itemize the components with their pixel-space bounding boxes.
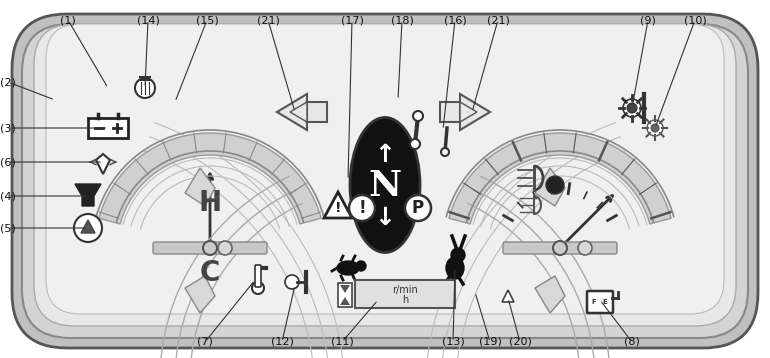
Text: r/min: r/min [392, 285, 418, 295]
Circle shape [627, 103, 637, 113]
Polygon shape [340, 297, 350, 305]
Polygon shape [185, 276, 215, 313]
Text: !: ! [358, 199, 366, 217]
Text: !: ! [335, 201, 341, 215]
Text: P: P [412, 199, 424, 217]
Text: ↑: ↑ [374, 143, 396, 167]
Polygon shape [535, 168, 565, 206]
Polygon shape [502, 290, 514, 302]
Circle shape [651, 124, 659, 132]
Text: (6): (6) [0, 157, 16, 167]
Text: E: E [603, 299, 608, 305]
FancyBboxPatch shape [22, 24, 748, 338]
Circle shape [218, 241, 232, 255]
Text: (16): (16) [444, 15, 467, 25]
FancyBboxPatch shape [153, 242, 267, 254]
Circle shape [451, 248, 465, 262]
Text: (17): (17) [340, 15, 363, 25]
FancyBboxPatch shape [338, 283, 352, 307]
Text: (20): (20) [508, 337, 531, 347]
Circle shape [578, 241, 592, 255]
Circle shape [410, 139, 420, 149]
Circle shape [553, 241, 567, 255]
Polygon shape [460, 102, 477, 122]
Circle shape [623, 99, 641, 117]
Text: (19): (19) [479, 337, 501, 347]
Text: (3): (3) [0, 123, 16, 133]
Ellipse shape [446, 257, 464, 279]
Text: (1): (1) [60, 15, 76, 25]
FancyBboxPatch shape [355, 280, 455, 308]
Polygon shape [324, 192, 352, 218]
Polygon shape [440, 102, 460, 122]
Wedge shape [449, 133, 671, 224]
Circle shape [349, 195, 375, 221]
FancyBboxPatch shape [12, 14, 758, 348]
Circle shape [203, 241, 217, 255]
Polygon shape [340, 285, 350, 293]
Polygon shape [96, 154, 110, 174]
Polygon shape [535, 276, 565, 313]
Text: N: N [368, 169, 402, 203]
Text: (13): (13) [442, 337, 464, 347]
FancyBboxPatch shape [88, 118, 128, 138]
FancyBboxPatch shape [255, 265, 261, 287]
Text: (18): (18) [390, 15, 413, 25]
Circle shape [405, 195, 431, 221]
Text: (4): (4) [0, 191, 16, 201]
Ellipse shape [350, 117, 420, 252]
Polygon shape [307, 102, 327, 122]
Text: (8): (8) [624, 337, 640, 347]
Circle shape [285, 275, 299, 289]
Text: (11): (11) [330, 337, 353, 347]
FancyBboxPatch shape [34, 24, 736, 326]
Text: C: C [199, 259, 220, 287]
Text: (7): (7) [197, 337, 213, 347]
Polygon shape [290, 102, 307, 122]
Circle shape [356, 261, 366, 271]
FancyBboxPatch shape [587, 291, 613, 313]
Text: (21): (21) [487, 15, 510, 25]
Circle shape [441, 148, 449, 156]
Polygon shape [277, 94, 307, 130]
Polygon shape [460, 94, 490, 130]
Wedge shape [99, 133, 321, 224]
Text: (21): (21) [256, 15, 280, 25]
Polygon shape [185, 168, 215, 206]
Text: F: F [591, 299, 597, 305]
Ellipse shape [337, 261, 359, 275]
Text: (15): (15) [196, 15, 219, 25]
FancyBboxPatch shape [503, 242, 617, 254]
Text: h: h [402, 295, 408, 305]
Polygon shape [75, 184, 101, 206]
Text: (12): (12) [270, 337, 293, 347]
FancyBboxPatch shape [46, 24, 724, 314]
Text: ↓: ↓ [374, 206, 396, 230]
Circle shape [647, 120, 663, 136]
Text: (9): (9) [640, 15, 656, 25]
Circle shape [74, 214, 102, 242]
Circle shape [546, 176, 564, 194]
Circle shape [413, 111, 423, 121]
Text: (10): (10) [684, 15, 706, 25]
Circle shape [252, 282, 264, 294]
Circle shape [135, 78, 155, 98]
Text: H: H [199, 189, 222, 217]
Text: (14): (14) [136, 15, 159, 25]
Text: (5): (5) [0, 223, 16, 233]
Text: (2): (2) [0, 77, 16, 87]
Polygon shape [81, 220, 95, 233]
